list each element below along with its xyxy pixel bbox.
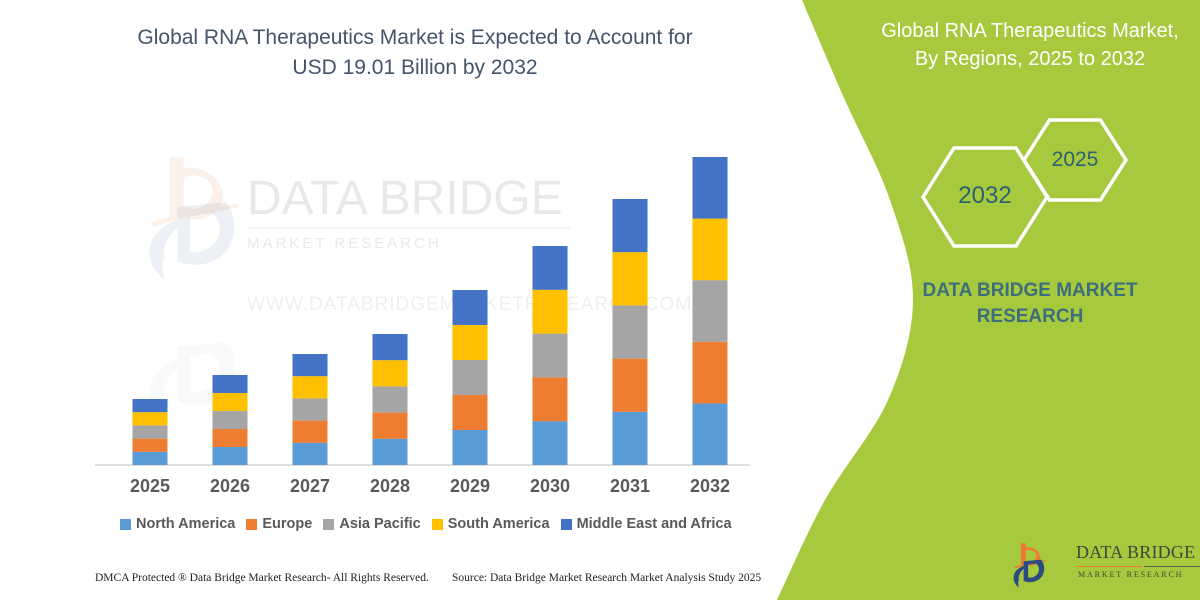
svg-text:2032: 2032 xyxy=(958,182,1011,209)
svg-text:MARKET RESEARCH: MARKET RESEARCH xyxy=(247,235,442,252)
svg-text:2028: 2028 xyxy=(370,476,410,496)
svg-text:2025: 2025 xyxy=(1052,148,1099,171)
svg-text:2026: 2026 xyxy=(210,476,250,496)
svg-text:2032: 2032 xyxy=(690,476,730,496)
svg-text:DATA BRIDGE: DATA BRIDGE xyxy=(247,172,563,225)
svg-text:2029: 2029 xyxy=(450,476,490,496)
svg-text:2027: 2027 xyxy=(290,476,330,496)
svg-text:2031: 2031 xyxy=(610,476,650,496)
svg-text:2030: 2030 xyxy=(530,476,570,496)
svg-text:2025: 2025 xyxy=(130,476,170,496)
